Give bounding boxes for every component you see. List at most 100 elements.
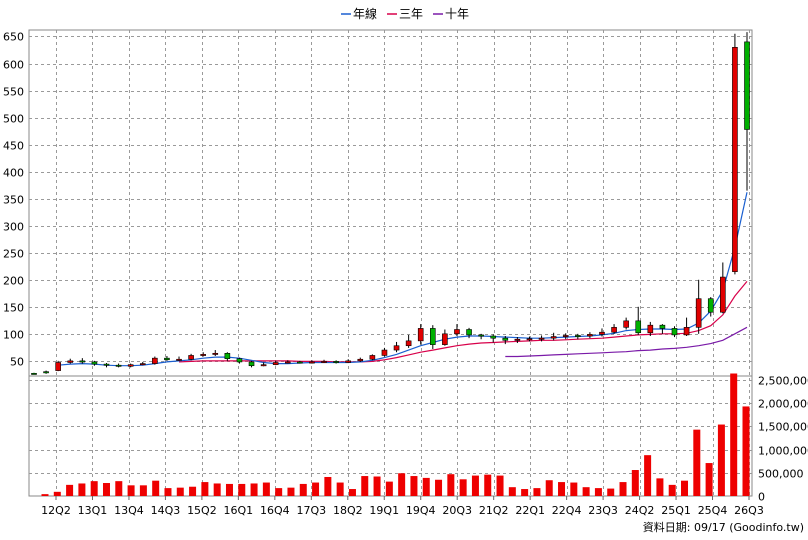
volume-tick-label-5: 2,000,000 bbox=[758, 398, 808, 411]
volume-bar-13 bbox=[189, 486, 197, 496]
candle-8 bbox=[115, 363, 122, 368]
volume-bar-25 bbox=[336, 482, 344, 496]
volume-bar-2 bbox=[53, 491, 61, 496]
x-tick-label-2: 13Q1 bbox=[78, 504, 108, 517]
x-tick-label-17: 24Q2 bbox=[625, 504, 655, 517]
x-tick-label-19: 25Q4 bbox=[698, 504, 728, 517]
volume-bars bbox=[41, 373, 750, 496]
candle-54 bbox=[671, 326, 678, 338]
x-tick-label-7: 16Q4 bbox=[260, 504, 290, 517]
candle-29 bbox=[369, 354, 376, 361]
candle-body-16 bbox=[212, 352, 219, 355]
candle-body-52 bbox=[647, 324, 654, 334]
candle-body-14 bbox=[188, 355, 194, 360]
volume-bar-30 bbox=[398, 473, 406, 496]
candle-body-7 bbox=[103, 363, 110, 366]
price-tick-label-250: 250 bbox=[3, 248, 24, 261]
ma-3yr-line bbox=[178, 281, 748, 363]
candle-38 bbox=[478, 333, 484, 340]
candle-body-23 bbox=[297, 361, 303, 364]
candle-body-17 bbox=[224, 352, 231, 360]
candle-body-59 bbox=[732, 46, 738, 272]
candle-body-6 bbox=[91, 361, 98, 365]
volume-bar-33 bbox=[435, 479, 443, 496]
price-tick-label-350: 350 bbox=[3, 194, 24, 207]
candle-41 bbox=[514, 337, 521, 344]
volume-bar-24 bbox=[324, 476, 332, 496]
x-tick-label-11: 19Q4 bbox=[406, 504, 436, 517]
volume-bar-10 bbox=[152, 480, 160, 496]
x-tick-label-15: 22Q4 bbox=[552, 504, 582, 517]
volume-bar-9 bbox=[139, 485, 147, 496]
candle-body-18 bbox=[236, 358, 243, 363]
candle-body-48 bbox=[599, 331, 605, 335]
candle-47 bbox=[587, 332, 593, 339]
candle-24 bbox=[309, 360, 315, 364]
chart-legend: 年線 三年 十年 bbox=[341, 6, 469, 21]
candle-45 bbox=[562, 333, 569, 340]
candle-32 bbox=[405, 334, 412, 348]
candle-56 bbox=[695, 279, 702, 334]
candle-body-29 bbox=[369, 355, 376, 360]
candle-5 bbox=[79, 358, 86, 364]
candle-body-20 bbox=[260, 364, 267, 367]
candle-39 bbox=[490, 334, 497, 343]
volume-bar-52 bbox=[668, 484, 676, 496]
price-tick-label-200: 200 bbox=[3, 275, 24, 288]
candle-body-8 bbox=[115, 364, 122, 367]
candle-body-5 bbox=[79, 360, 86, 363]
x-tick-label-20: 26Q3 bbox=[734, 504, 764, 517]
candle-46 bbox=[575, 333, 581, 340]
candle-3 bbox=[55, 360, 61, 372]
volume-tick-label-1: 0 bbox=[758, 491, 765, 504]
volume-bar-12 bbox=[176, 487, 184, 496]
volume-tick-label-3: 1,000,000 bbox=[758, 445, 808, 458]
candle-42 bbox=[526, 336, 533, 342]
candle-body-35 bbox=[442, 333, 448, 345]
candle-body-49 bbox=[611, 327, 617, 333]
candle-body-60 bbox=[744, 41, 750, 130]
price-tick-label-500: 500 bbox=[3, 113, 24, 126]
candle-12 bbox=[164, 355, 170, 361]
candle-4 bbox=[67, 358, 74, 364]
volume-bar-40 bbox=[521, 489, 529, 496]
x-tick-label-9: 18Q2 bbox=[333, 504, 363, 517]
candle-33 bbox=[417, 324, 424, 345]
volume-bar-42 bbox=[545, 480, 553, 496]
volume-bar-5 bbox=[90, 481, 98, 496]
candle-body-25 bbox=[321, 361, 327, 363]
candle-44 bbox=[550, 332, 557, 341]
candle-body-9 bbox=[127, 364, 134, 367]
candle-body-27 bbox=[345, 360, 352, 363]
candle-48 bbox=[599, 328, 605, 337]
data-date-credit: 資料日期: 09/17 (Goodinfo.tw) bbox=[643, 520, 804, 534]
candle-53 bbox=[659, 324, 666, 334]
candle-17 bbox=[224, 352, 231, 361]
x-tick-label-12: 20Q3 bbox=[442, 504, 472, 517]
candle-body-36 bbox=[454, 329, 460, 335]
volume-bar-44 bbox=[570, 482, 578, 496]
ma-year-line bbox=[58, 192, 748, 367]
candle-body-53 bbox=[659, 324, 666, 329]
candle-body-55 bbox=[683, 327, 690, 336]
candle-body-30 bbox=[381, 349, 388, 356]
x-tick-label-3: 13Q4 bbox=[114, 504, 144, 517]
candle-body-38 bbox=[478, 334, 484, 337]
candle-body-4 bbox=[67, 360, 74, 363]
candle-body-26 bbox=[333, 361, 339, 363]
candle-body-21 bbox=[272, 362, 279, 365]
candle-23 bbox=[297, 360, 303, 364]
candle-36 bbox=[454, 324, 460, 336]
candle-1 bbox=[31, 372, 37, 375]
volume-bar-16 bbox=[225, 483, 233, 496]
volume-bar-35 bbox=[459, 479, 467, 496]
volume-bar-58 bbox=[742, 406, 750, 496]
x-tick-label-18: 25Q1 bbox=[661, 504, 691, 517]
candle-body-58 bbox=[720, 276, 726, 313]
volume-bar-15 bbox=[213, 483, 221, 496]
volume-bar-56 bbox=[717, 424, 725, 496]
candle-43 bbox=[538, 335, 545, 342]
volume-bar-37 bbox=[484, 474, 492, 496]
candle-30 bbox=[381, 347, 388, 357]
